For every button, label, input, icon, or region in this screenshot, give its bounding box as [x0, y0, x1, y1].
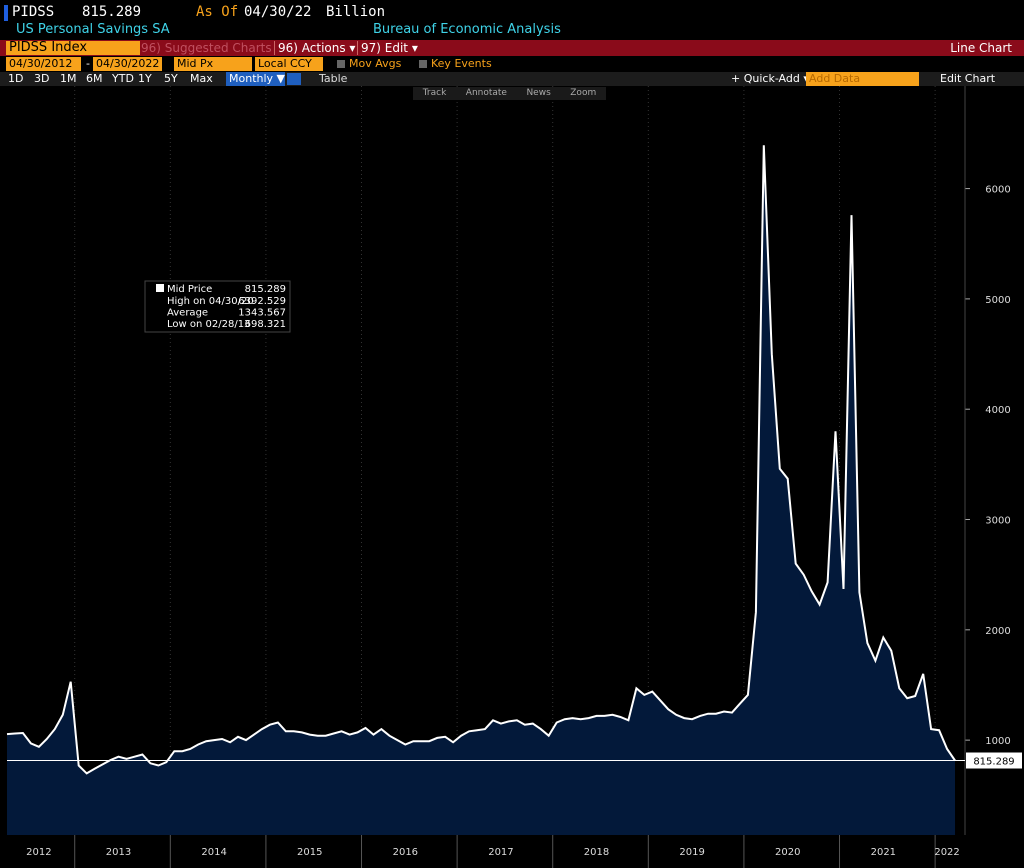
checkbox[interactable] [337, 60, 345, 68]
checkbox[interactable] [419, 60, 427, 68]
last-value-label: 815.289 [973, 757, 1014, 768]
field[interactable]: Mid Px [174, 57, 252, 71]
area-fill [7, 145, 956, 836]
source: Bureau of Economic Analysis [373, 22, 561, 37]
edit-chart[interactable]: Edit Chart [940, 72, 996, 85]
line [6, 145, 956, 775]
x-tick-label: 2016 [393, 847, 418, 858]
period-button[interactable]: 3D [34, 72, 50, 85]
x-tick-label: 2014 [201, 847, 226, 858]
period-button[interactable]: YTD [112, 72, 134, 85]
y-tick-label: 2000 [985, 626, 1010, 637]
frequency[interactable]: Monthly ▼ [226, 72, 285, 86]
add-data[interactable]: Add Data [806, 72, 919, 86]
key-events[interactable]: Key Events [431, 57, 492, 70]
stat-label: High on 04/30/20 [167, 296, 254, 307]
as-of-label: As Of [196, 4, 239, 20]
command-bar [0, 40, 1024, 56]
y-tick-label: 1000 [985, 736, 1010, 747]
x-tick-label: 2019 [679, 847, 704, 858]
end-date[interactable]: 04/30/2022 [93, 57, 162, 71]
stat-label: Average [167, 308, 208, 319]
actions-menu[interactable]: 96) Actions ▾ [274, 41, 355, 55]
chart-type[interactable]: Line Chart [950, 41, 1012, 55]
stat-value: 1343.567 [238, 308, 286, 319]
period-button[interactable]: 1D [8, 72, 24, 85]
period-button[interactable]: 1M [60, 72, 77, 85]
last-value-box [966, 752, 1022, 769]
tool-button[interactable]: News [526, 88, 551, 98]
unit: Billion [326, 4, 386, 20]
edit-menu[interactable]: 97) Edit ▾ [357, 41, 418, 55]
y-tick-label: 4000 [985, 405, 1010, 416]
x-tick-label: 2015 [297, 847, 322, 858]
security-input[interactable]: PIDSS Index [6, 41, 140, 55]
date-sep: - [86, 57, 90, 70]
periods: 1D 3D 1M 6M YTD 1Y 5Y Max [8, 72, 216, 86]
x-tick-label: 2021 [871, 847, 896, 858]
table-button[interactable]: Table [319, 72, 348, 85]
tool-button[interactable]: Zoom [570, 88, 597, 98]
currency[interactable]: Local CCY [255, 57, 323, 71]
marker [4, 5, 8, 21]
start-date[interactable]: 04/30/2012 [6, 57, 81, 71]
legend-label: Mid Price [167, 284, 212, 295]
suggested-charts[interactable]: 96) Suggested Charts [141, 41, 272, 55]
y-tick-label: 3000 [985, 516, 1010, 527]
y-tick-label: 5000 [985, 295, 1010, 306]
period-button[interactable]: 6M [86, 72, 103, 85]
x-tick-label: 2013 [106, 847, 131, 858]
period-button[interactable]: 5Y [164, 72, 178, 85]
period-button[interactable]: 1Y [138, 72, 152, 85]
quick-add[interactable]: + Quick-Add ▾ [731, 72, 809, 85]
x-tick-label: 2012 [26, 847, 51, 858]
tools-bar: Track Annotate News Zoom [413, 87, 606, 100]
stat-label: Low on 02/28/13 [167, 319, 250, 330]
ticker: PIDSS [12, 4, 55, 20]
as-of-date: 04/30/22 [244, 4, 312, 20]
x-tick-label: 2017 [488, 847, 513, 858]
tool-button[interactable]: Annotate [465, 88, 507, 98]
stat-value: 698.321 [245, 319, 286, 330]
legend-box [144, 280, 291, 333]
price: 815.289 [82, 4, 142, 20]
stat-value: 6392.529 [238, 296, 286, 307]
x-tick-label: 2018 [584, 847, 609, 858]
legend-value: 815.289 [245, 284, 286, 295]
x-tick-label: 2022 [934, 847, 959, 858]
y-tick-label: 6000 [985, 185, 1010, 196]
legend-swatch [156, 284, 164, 292]
x-tick-label: 2020 [775, 847, 800, 858]
period-button[interactable]: Max [190, 72, 213, 85]
mov-avgs[interactable]: Mov Avgs [349, 57, 402, 70]
chart-icon[interactable] [287, 73, 301, 85]
description: US Personal Savings SA [16, 22, 170, 37]
tool-button[interactable]: Track [422, 88, 447, 98]
